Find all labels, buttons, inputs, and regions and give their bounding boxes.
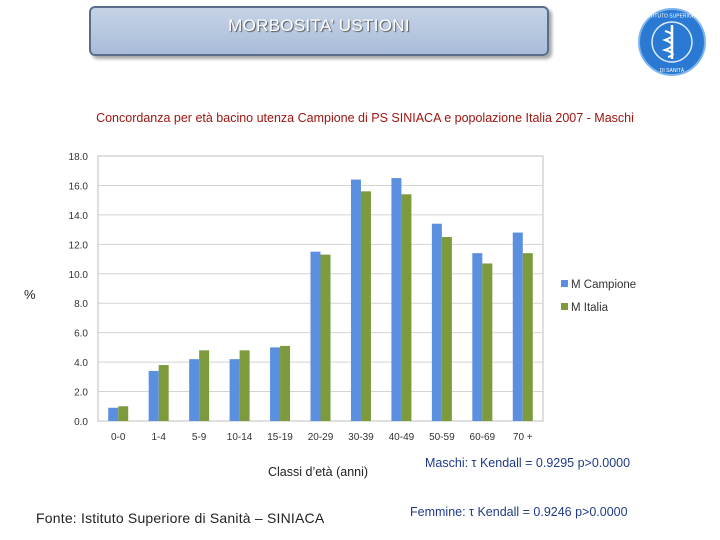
y-tick-label: 6.0 (74, 329, 88, 340)
legend-item-campione: M Campione (561, 279, 636, 291)
bar-campione (512, 232, 523, 421)
x-tick-label: 20-29 (308, 432, 334, 443)
bar-italia (522, 253, 533, 421)
x-tick-label: 15-19 (267, 432, 293, 443)
bar-italia (482, 263, 493, 421)
svg-text:ISTITUTO SUPERIORE: ISTITUTO SUPERIORE (645, 14, 699, 20)
bar-italia (360, 191, 371, 421)
y-tick-label: 10.0 (69, 270, 89, 281)
x-tick-label: 30-39 (348, 432, 374, 443)
legend-swatch-italia (561, 303, 568, 310)
x-tick-label: 70 + (513, 432, 533, 443)
y-tick-label: 2.0 (74, 388, 88, 399)
bar-italia (320, 254, 331, 421)
bar-campione (270, 347, 281, 421)
bar-campione (189, 359, 200, 421)
bar-campione (472, 253, 483, 421)
bar-campione (148, 370, 159, 421)
y-tick-label: 14.0 (69, 211, 89, 222)
title-banner: MORBOSITA’ USTIONI (89, 6, 549, 56)
bar-campione (431, 223, 442, 421)
legend-label-italia: M Italia (571, 302, 609, 314)
y-tick-label: 8.0 (74, 299, 88, 310)
bar-campione (391, 178, 402, 421)
bar-campione (108, 407, 119, 421)
bar-italia (280, 345, 291, 421)
chart-title: Concordanza per età bacino utenza Campio… (96, 111, 634, 125)
iss-logo-icon: ISTITUTO SUPERIORE DI SANITÀ (638, 8, 706, 76)
x-tick-label: 50-59 (429, 432, 455, 443)
y-tick-label: 0.0 (74, 417, 88, 428)
x-tick-label: 1-4 (151, 432, 166, 443)
y-tick-label: 16.0 (69, 181, 89, 192)
y-tick-label: 12.0 (69, 240, 89, 251)
bar-italia (441, 236, 452, 421)
kendall-females: Femmine: τ Kendall = 0.9246 p>0.0000 (410, 505, 628, 519)
x-tick-label: 60-69 (470, 432, 496, 443)
y-tick-label: 4.0 (74, 358, 88, 369)
x-tick-label: 40-49 (389, 432, 415, 443)
bar-italia (239, 350, 250, 421)
y-tick-label: 18.0 (69, 152, 89, 163)
legend-swatch-campione (561, 280, 568, 287)
page-title: MORBOSITA’ USTIONI (228, 16, 410, 35)
bar-italia (118, 406, 129, 421)
legend-label-campione: M Campione (571, 279, 637, 291)
legend-item-italia: M Italia (561, 302, 608, 314)
svg-text:DI SANITÀ: DI SANITÀ (660, 67, 685, 74)
x-tick-label: 10-14 (227, 432, 253, 443)
bar-campione (310, 251, 321, 421)
x-tick-label: 0-0 (111, 432, 126, 443)
y-axis-label: % (24, 287, 36, 302)
bar-campione (350, 179, 361, 421)
bar-italia (401, 194, 412, 421)
kendall-males: Maschi: τ Kendall = 0.9295 p>0.0000 (425, 456, 631, 470)
bar-italia (199, 350, 210, 421)
bar-italia (158, 365, 169, 421)
source-note: Fonte: Istituto Superiore di Sanità – SI… (36, 510, 325, 526)
x-tick-label: 5-9 (192, 432, 207, 443)
bar-campione (229, 359, 240, 421)
x-axis-label: Classi d’età (anni) (268, 465, 369, 479)
